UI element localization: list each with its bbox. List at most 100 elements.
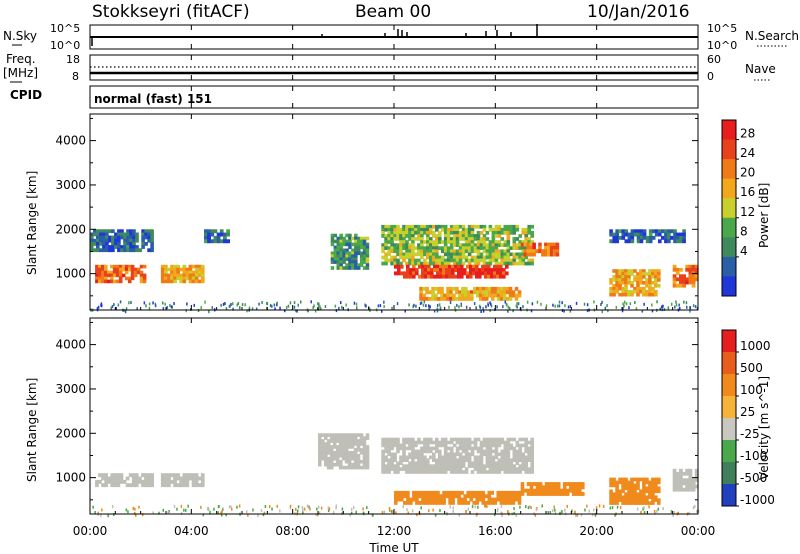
power-colorbar-label-2: 20 (740, 166, 755, 180)
noise-left-tick-bottom: 10^0 (50, 39, 80, 52)
xtick-label-4: 16:00 (478, 524, 513, 538)
velocity-region-6 (609, 477, 661, 505)
xtick-label-6: 00:00 (681, 524, 716, 538)
velocity-colorbar-swatch-5 (722, 440, 736, 463)
velocity-colorbar-label-6: -500 (740, 471, 767, 485)
power-region-6 (394, 264, 509, 279)
velocity-ytick-label-0: 4000 (55, 338, 86, 352)
power-ylabel: Slant Range [km] (25, 171, 39, 275)
velocity-colorbar-swatch-0 (722, 330, 736, 353)
power-colorbar: 28 24 20 16 12 8 4 (721, 119, 755, 297)
xtick-label-3: 12:00 (377, 524, 412, 538)
power-region-1 (95, 264, 147, 284)
power-region-10 (609, 269, 661, 297)
beam-title: Beam 00 (355, 2, 431, 22)
power-region-11 (672, 264, 699, 288)
power-region-5 (381, 224, 534, 266)
noise-right-tick-top: 10^5 (707, 22, 737, 35)
velocity-ytick-label-3: 1000 (55, 471, 86, 485)
power-data-layer (90, 224, 699, 314)
power-region-8 (520, 242, 560, 257)
freq-left-tick-top: 18 (66, 53, 80, 66)
velocity-colorbar-label-5: -100 (740, 449, 767, 463)
nave-label: Nave (745, 62, 776, 76)
xtick-label-2: 08:00 (275, 524, 310, 538)
velocity-ytick-label-1: 3000 (55, 382, 86, 396)
freq-left-tick-bottom: 8 (72, 70, 79, 83)
velocity-ytick-label-2: 2000 (55, 426, 86, 440)
velocity-ylabel: Slant Range [km] (25, 378, 39, 482)
xtick-label-5: 20:00 (579, 524, 614, 538)
power-region-2 (160, 264, 205, 284)
velocity-colorbar-label: Velocity [m s^-1] (757, 376, 771, 480)
noise-left-label: N.Sky (3, 29, 37, 43)
velocity-colorbar-label-0: 1000 (740, 339, 771, 353)
power-colorbar-label: Power [dB] (757, 183, 771, 248)
power-region-3 (204, 229, 230, 244)
freq-left-label-1: Freq. (6, 52, 36, 66)
velocity-region-1 (160, 473, 205, 488)
power-region-0 (90, 229, 154, 253)
velocity-colorbar-swatch-4 (722, 418, 736, 441)
power-colorbar-swatch-0 (722, 120, 736, 141)
velocity-region-3 (381, 437, 534, 474)
velocity-region-2 (318, 433, 370, 470)
power-colorbar-swatch-1 (722, 139, 736, 160)
power-ytick-label-0: 4000 (55, 134, 86, 148)
power-region-7 (419, 286, 522, 301)
velocity-colorbar-swatch-7 (722, 484, 736, 507)
power-y-ticks: 4000 3000 2000 1000 (55, 117, 698, 297)
velocity-colorbar-label-7: -1000 (740, 493, 775, 507)
xtick-label-1: 04:00 (174, 524, 209, 538)
power-colorbar-label-3: 16 (740, 185, 755, 199)
cpid-label: CPID (10, 88, 42, 102)
freq-left-label-2: [MHz] (3, 66, 38, 80)
power-colorbar-frame (721, 119, 737, 297)
velocity-region-0 (95, 473, 154, 488)
velocity-colorbar-label-3: 25 (740, 405, 755, 419)
noise-right-label: N.Search (745, 29, 799, 43)
velocity-colorbar-swatch-6 (722, 462, 736, 485)
power-colorbar-swatch-3 (722, 178, 736, 199)
velocity-region-4 (394, 490, 522, 505)
velocity-colorbar-swatch-2 (722, 374, 736, 397)
velocity-near-range-speckle (92, 504, 700, 518)
power-region-9 (609, 229, 686, 244)
time-x-ticks: 00:00 04:00 08:00 12:00 16:00 20:00 00:00 (73, 25, 716, 538)
power-colorbar-swatch-7 (722, 256, 736, 277)
freq-right-tick-bottom: 0 (707, 70, 714, 83)
velocity-region-5 (520, 482, 585, 496)
velocity-colorbar-label-2: 100 (740, 383, 763, 397)
power-colorbar-swatch-5 (722, 217, 736, 238)
power-region-4 (330, 233, 370, 270)
power-colorbar-label-4: 12 (740, 205, 755, 219)
power-ytick-label-3: 1000 (55, 267, 86, 281)
date-title: 10/Jan/2016 (587, 2, 690, 22)
station-title: Stokkseyri (fitACF) (92, 2, 250, 22)
power-colorbar-swatch-2 (722, 159, 736, 180)
cpid-value: normal (fast) 151 (94, 92, 212, 106)
power-ytick-label-2: 2000 (55, 222, 86, 236)
power-colorbar-swatch-4 (722, 198, 736, 219)
velocity-colorbar-swatch-3 (722, 396, 736, 419)
velocity-colorbar-label-1: 500 (740, 361, 763, 375)
velocity-region-7 (672, 468, 699, 492)
power-colorbar-label-1: 24 (740, 146, 755, 160)
power-colorbar-swatch-8 (722, 276, 736, 297)
velocity-y-ticks: 4000 3000 2000 1000 (55, 321, 698, 501)
velocity-colorbar-label-4: -25 (740, 427, 760, 441)
power-colorbar-label-6: 4 (740, 244, 748, 258)
power-colorbar-label-5: 8 (740, 224, 748, 238)
power-ytick-label-1: 3000 (55, 178, 86, 192)
velocity-data-layer (92, 433, 700, 518)
velocity-colorbar-swatch-1 (722, 352, 736, 375)
noise-right-tick-bottom: 10^0 (707, 39, 737, 52)
noise-spikes (91, 24, 538, 46)
power-colorbar-label-0: 28 (740, 127, 755, 141)
power-colorbar-swatch-6 (722, 237, 736, 258)
x-axis-title: Time UT (368, 541, 419, 554)
xtick-label-0: 00:00 (73, 524, 108, 538)
freq-right-tick-top: 60 (707, 53, 721, 66)
velocity-colorbar: 1000 500 100 25 -25 -100 -500 -1000 (721, 329, 775, 507)
